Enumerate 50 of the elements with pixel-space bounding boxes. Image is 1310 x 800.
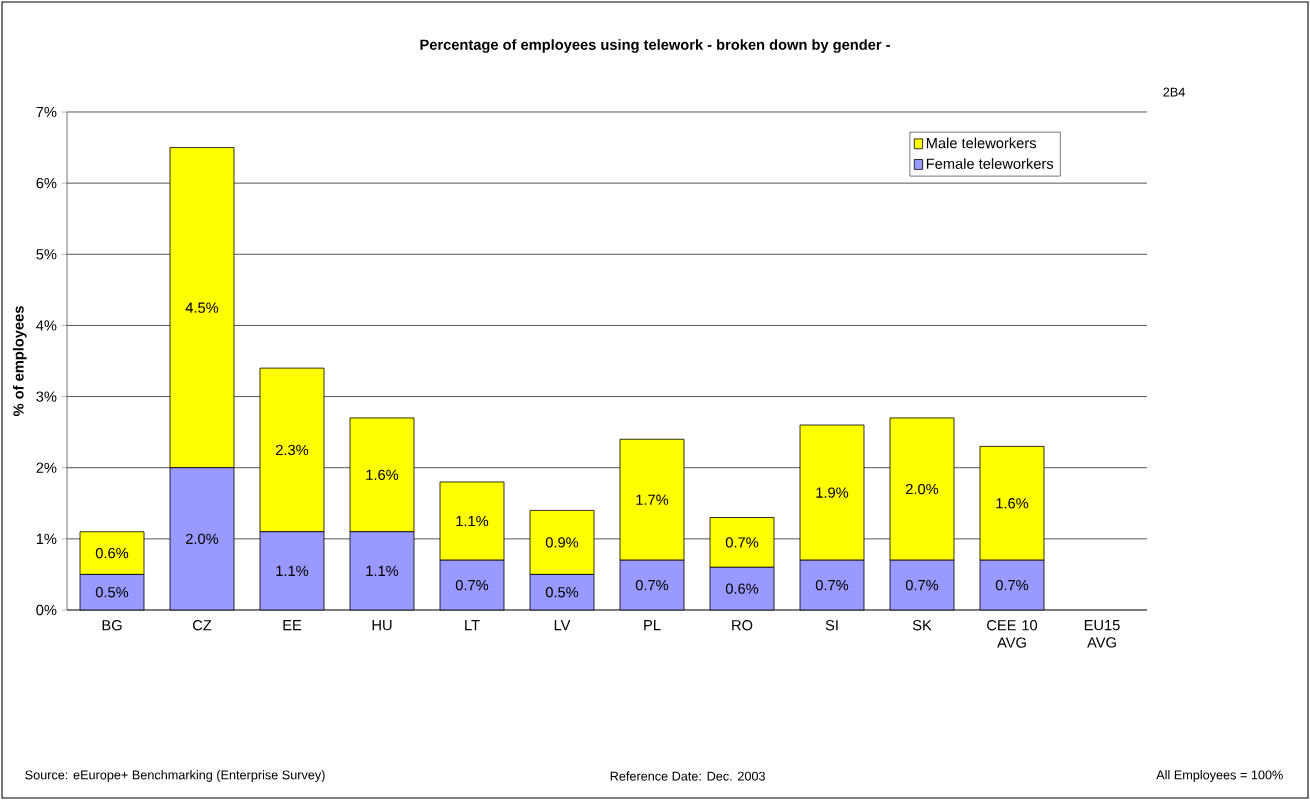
- x-tick-label: CZ: [192, 620, 212, 631]
- data-label: 1.6%: [366, 469, 399, 481]
- x-tick-label: LV: [554, 620, 571, 631]
- data-label: 1.1%: [366, 565, 399, 576]
- x-tick-label: LT: [465, 620, 480, 631]
- x-tick-label: EU15 AVG: [1084, 620, 1120, 648]
- x-tick-label: RO: [732, 620, 753, 631]
- data-label: 0.9%: [545, 537, 579, 548]
- data-label: 2.0%: [186, 533, 219, 545]
- y-axis-title: % of employees: [12, 306, 27, 417]
- x-tick-label: EE: [283, 620, 302, 631]
- data-label: 0.7%: [815, 579, 849, 591]
- x-tick-label: SI: [825, 620, 838, 631]
- data-label: 0.6%: [95, 547, 129, 559]
- data-label: 1.7%: [636, 494, 669, 505]
- data-label: 1.6%: [996, 498, 1029, 509]
- y-tick-label: 1%: [36, 533, 57, 544]
- y-tick-label: 3%: [36, 391, 57, 402]
- y-tick-label: 2%: [36, 462, 57, 473]
- text: All Employees = 100%: [1156, 770, 1283, 782]
- x-tick-label: HU: [372, 620, 392, 631]
- legend-label: Female teleworkers: [926, 158, 1054, 169]
- data-label: 0.7%: [995, 579, 1029, 591]
- x-tick-label: BG: [102, 620, 122, 631]
- data-label: 1.1%: [456, 515, 489, 527]
- chart-title: Percentage of employees using telework - broken down by gender -: [420, 39, 890, 53]
- y-tick-label: 6%: [36, 177, 57, 189]
- data-label: 0.5%: [545, 587, 579, 598]
- data-label: 0.7%: [635, 579, 669, 591]
- data-label: 4.5%: [185, 302, 219, 313]
- x-tick-label: CEE 10 AVG: [987, 620, 1038, 648]
- data-label: 1.1%: [276, 565, 309, 576]
- data-label: 0.7%: [725, 537, 759, 548]
- source-note: Source: eEurope+ Benchmarking (Enterprise Survey): [25, 770, 325, 782]
- data-label: 0.7%: [905, 579, 939, 591]
- data-label: 2.0%: [906, 483, 939, 495]
- x-tick-label: SK: [912, 620, 932, 631]
- data-label: 0.7%: [455, 579, 489, 591]
- y-tick-label: 0%: [36, 604, 57, 616]
- data-label: 0.6%: [725, 583, 759, 594]
- y-tick-label: 7%: [36, 106, 57, 118]
- text: 2B4: [1163, 87, 1185, 97]
- y-tick-label: 5%: [36, 249, 57, 260]
- data-label: 2.3%: [276, 444, 309, 456]
- data-label: 0.5%: [95, 587, 129, 598]
- x-tick-label: PL: [644, 620, 661, 631]
- data-label: 1.9%: [816, 487, 849, 498]
- legend-label: Male teleworkers: [926, 137, 1036, 149]
- text: Reference Date: Dec. 2003: [610, 771, 765, 781]
- y-tick-label: 4%: [36, 320, 57, 331]
